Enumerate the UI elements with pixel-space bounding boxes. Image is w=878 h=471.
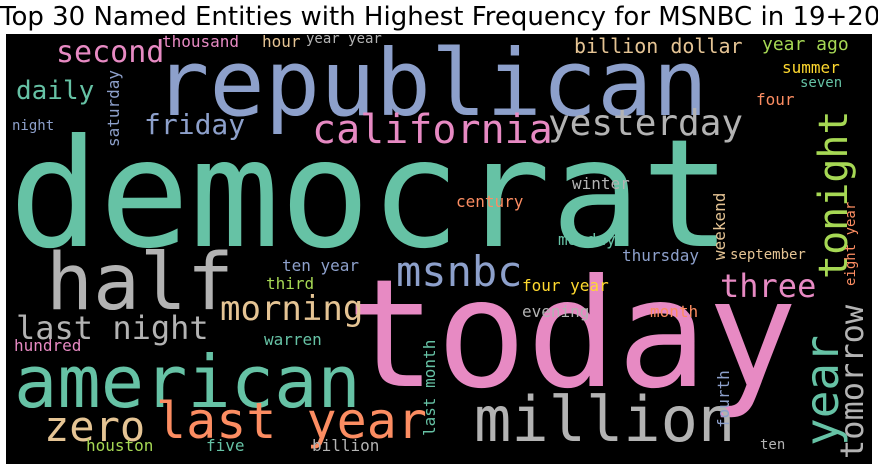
- word-seven: seven: [800, 75, 843, 91]
- word-five: five: [206, 436, 245, 455]
- word-year-ago: year ago: [762, 34, 849, 55]
- word-monday: monday: [558, 230, 616, 249]
- word-half: half: [46, 238, 234, 328]
- word-billion: billion: [312, 436, 380, 455]
- word-zero: zero: [44, 402, 146, 451]
- word-three: three: [720, 267, 817, 305]
- word-last-night: last night: [16, 309, 209, 347]
- word-night: night: [12, 118, 55, 134]
- word-tomorrow: tomorrow: [833, 304, 871, 459]
- word-daily: daily: [16, 76, 95, 106]
- word-houston: houston: [86, 436, 154, 455]
- word-million: million: [474, 383, 736, 456]
- word-second: second: [56, 35, 165, 70]
- word-thursday: thursday: [622, 246, 700, 265]
- chart-title: Top 30 Named Entities with Highest Frequ…: [0, 2, 878, 32]
- word-hundred: hundred: [14, 336, 82, 355]
- word-summer: summer: [782, 58, 840, 77]
- word-last-year: last year: [156, 392, 427, 450]
- word-september: september: [730, 247, 806, 263]
- word-today: today: [346, 248, 798, 422]
- word-democrat: democrat: [9, 108, 732, 282]
- word-morning: morning: [220, 289, 364, 329]
- word-msnbc: msnbc: [396, 247, 523, 296]
- word-fourth: fourth: [714, 370, 733, 428]
- word-thousand: thousand: [162, 34, 240, 51]
- word-saturday: saturday: [104, 69, 123, 147]
- word-american: american: [14, 340, 361, 424]
- word-warren: warren: [264, 330, 322, 349]
- word-ten-year: ten year: [282, 256, 360, 275]
- word-year-year: year year: [306, 34, 382, 47]
- word-weekend: weekend: [710, 192, 729, 260]
- word-last-month: last month: [420, 339, 439, 436]
- word-eight-year: eight year: [843, 201, 859, 286]
- word-third: third: [266, 274, 315, 293]
- word-billion-dollar: billion dollar: [574, 34, 743, 58]
- word-ten: ten: [760, 437, 786, 453]
- word-cloud: democrat today republican american half …: [6, 34, 872, 464]
- word-hour: hour: [262, 34, 301, 51]
- word-yesterday: yesterday: [548, 103, 744, 144]
- word-california: california: [312, 107, 553, 153]
- word-four: four: [756, 90, 795, 109]
- word-century: century: [456, 192, 524, 211]
- word-evening: evening: [522, 302, 590, 321]
- word-winter: winter: [572, 174, 630, 193]
- word-four-year: four year: [522, 276, 609, 295]
- word-month: month: [650, 302, 699, 321]
- word-republican: republican: [154, 34, 708, 137]
- word-friday: friday: [144, 108, 246, 141]
